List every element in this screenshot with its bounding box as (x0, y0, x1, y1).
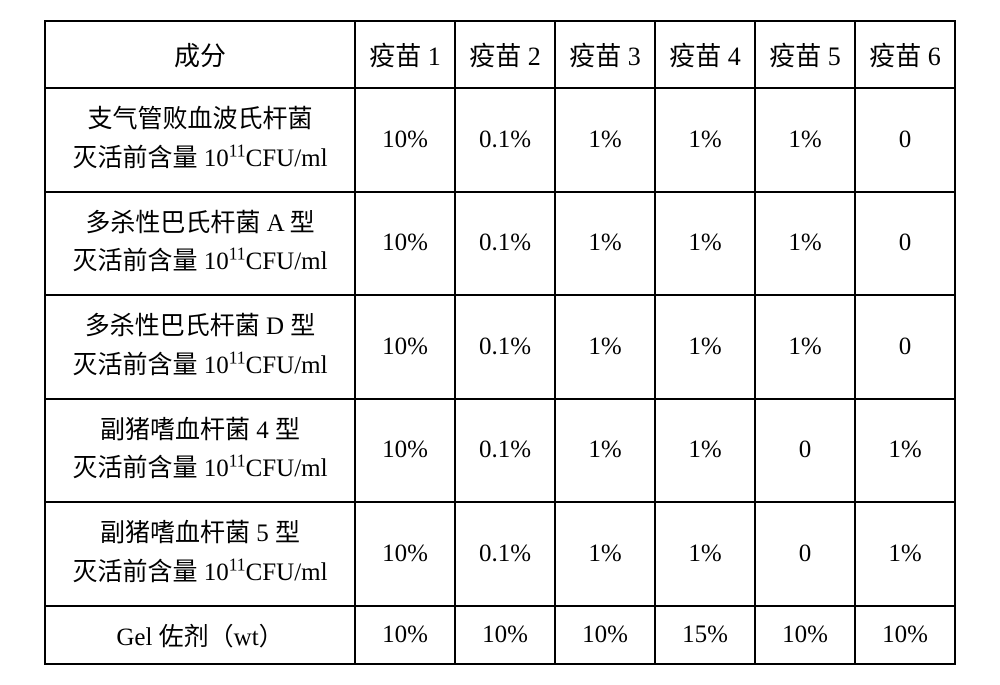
table-header-row: 成分 疫苗 1 疫苗 2 疫苗 3 疫苗 4 疫苗 5 疫苗 6 (45, 21, 955, 88)
table-cell: 0.1% (455, 88, 555, 192)
row-label-cell: 副猪嗜血杆菌 5 型灭活前含量 1011CFU/ml (45, 502, 355, 606)
row-label-cell: 副猪嗜血杆菌 4 型灭活前含量 1011CFU/ml (45, 399, 355, 503)
table-row: 副猪嗜血杆菌 4 型灭活前含量 1011CFU/ml10%0.1%1%1%01% (45, 399, 955, 503)
row-label-line1: 多杀性巴氏杆菌 D 型 (56, 308, 344, 347)
row-label-line1: 多杀性巴氏杆菌 A 型 (56, 205, 344, 244)
table-cell: 0 (855, 192, 955, 296)
table-cell: 0.1% (455, 295, 555, 399)
table-row: 多杀性巴氏杆菌 D 型灭活前含量 1011CFU/ml10%0.1%1%1%1%… (45, 295, 955, 399)
table-cell: 10% (355, 295, 455, 399)
table-header-cell: 疫苗 4 (655, 21, 755, 88)
table-cell: 1% (555, 192, 655, 296)
row-label-cell: 多杀性巴氏杆菌 A 型灭活前含量 1011CFU/ml (45, 192, 355, 296)
table-row: 多杀性巴氏杆菌 A 型灭活前含量 1011CFU/ml10%0.1%1%1%1%… (45, 192, 955, 296)
table-cell: 0 (755, 399, 855, 503)
row-label-cell: Gel 佐剂（wt） (45, 606, 355, 664)
table-cell: 10% (355, 88, 455, 192)
table-body: 支气管败血波氏杆菌灭活前含量 1011CFU/ml10%0.1%1%1%1%0多… (45, 88, 955, 664)
row-label-line2: 灭活前含量 1011CFU/ml (56, 140, 344, 179)
table-header-cell: 疫苗 1 (355, 21, 455, 88)
row-label-line2: 灭活前含量 1011CFU/ml (56, 243, 344, 282)
table-cell: 0 (755, 502, 855, 606)
table-cell: 1% (655, 399, 755, 503)
table-cell: 1% (655, 502, 755, 606)
table-cell: 10% (755, 606, 855, 664)
table-cell: 0.1% (455, 399, 555, 503)
table-cell: 0 (855, 295, 955, 399)
table-row: Gel 佐剂（wt）10%10%10%15%10%10% (45, 606, 955, 664)
table-header-cell: 疫苗 6 (855, 21, 955, 88)
table-cell: 1% (755, 88, 855, 192)
table-cell: 1% (555, 399, 655, 503)
row-label-line1: 副猪嗜血杆菌 4 型 (56, 412, 344, 451)
table-cell: 10% (555, 606, 655, 664)
table-cell: 15% (655, 606, 755, 664)
data-table: 成分 疫苗 1 疫苗 2 疫苗 3 疫苗 4 疫苗 5 疫苗 6 支气管败血波氏… (44, 20, 956, 665)
table-cell: 10% (455, 606, 555, 664)
table-header-cell: 成分 (45, 21, 355, 88)
row-label-line2: 灭活前含量 1011CFU/ml (56, 554, 344, 593)
table-header-cell: 疫苗 2 (455, 21, 555, 88)
table-row: 支气管败血波氏杆菌灭活前含量 1011CFU/ml10%0.1%1%1%1%0 (45, 88, 955, 192)
table-cell: 10% (355, 606, 455, 664)
table-cell: 1% (655, 192, 755, 296)
table-cell: 10% (355, 502, 455, 606)
table-row: 副猪嗜血杆菌 5 型灭活前含量 1011CFU/ml10%0.1%1%1%01% (45, 502, 955, 606)
row-label-cell: 支气管败血波氏杆菌灭活前含量 1011CFU/ml (45, 88, 355, 192)
row-label-line2: 灭活前含量 1011CFU/ml (56, 347, 344, 386)
table-cell: 10% (355, 192, 455, 296)
row-label-line2: 灭活前含量 1011CFU/ml (56, 450, 344, 489)
table-cell: 1% (655, 295, 755, 399)
table-cell: 1% (755, 192, 855, 296)
table-container: 成分 疫苗 1 疫苗 2 疫苗 3 疫苗 4 疫苗 5 疫苗 6 支气管败血波氏… (0, 20, 1000, 665)
row-label-line1: 支气管败血波氏杆菌 (56, 101, 344, 140)
table-header-cell: 疫苗 5 (755, 21, 855, 88)
table-cell: 0 (855, 88, 955, 192)
table-cell: 1% (755, 295, 855, 399)
table-cell: 1% (555, 295, 655, 399)
table-cell: 1% (855, 502, 955, 606)
table-cell: 10% (355, 399, 455, 503)
table-cell: 1% (855, 399, 955, 503)
table-cell: 1% (555, 502, 655, 606)
table-cell: 0.1% (455, 502, 555, 606)
table-cell: 1% (655, 88, 755, 192)
row-label-cell: 多杀性巴氏杆菌 D 型灭活前含量 1011CFU/ml (45, 295, 355, 399)
table-cell: 0.1% (455, 192, 555, 296)
table-cell: 10% (855, 606, 955, 664)
table-cell: 1% (555, 88, 655, 192)
table-header-cell: 疫苗 3 (555, 21, 655, 88)
row-label-line1: 副猪嗜血杆菌 5 型 (56, 515, 344, 554)
